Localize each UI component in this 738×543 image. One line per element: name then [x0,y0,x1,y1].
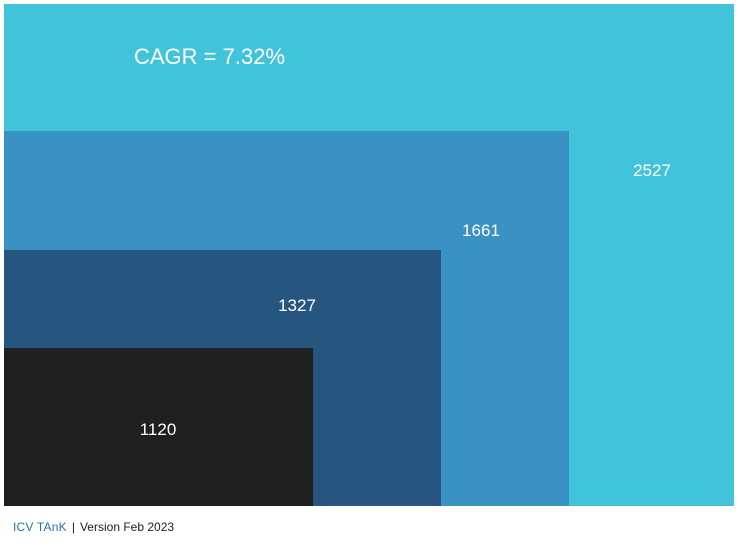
chart-area: 2527 1661 1327 1120 CAGR = 7.32% [4,4,734,506]
value-label-1: 2527 [633,161,671,180]
footer-separator: | [71,520,75,534]
brand-logo: ICV TAnK [13,520,67,534]
value-label-3: 1327 [278,296,316,315]
cagr-annotation: CAGR = 7.32% [134,44,285,69]
footer: ICV TAnK | Version Feb 2023 [13,519,174,535]
version-text: Version Feb 2023 [79,520,175,534]
value-label-2: 1661 [462,221,500,240]
value-label-4: 1120 [140,420,177,439]
nested-block-4 [4,348,313,506]
